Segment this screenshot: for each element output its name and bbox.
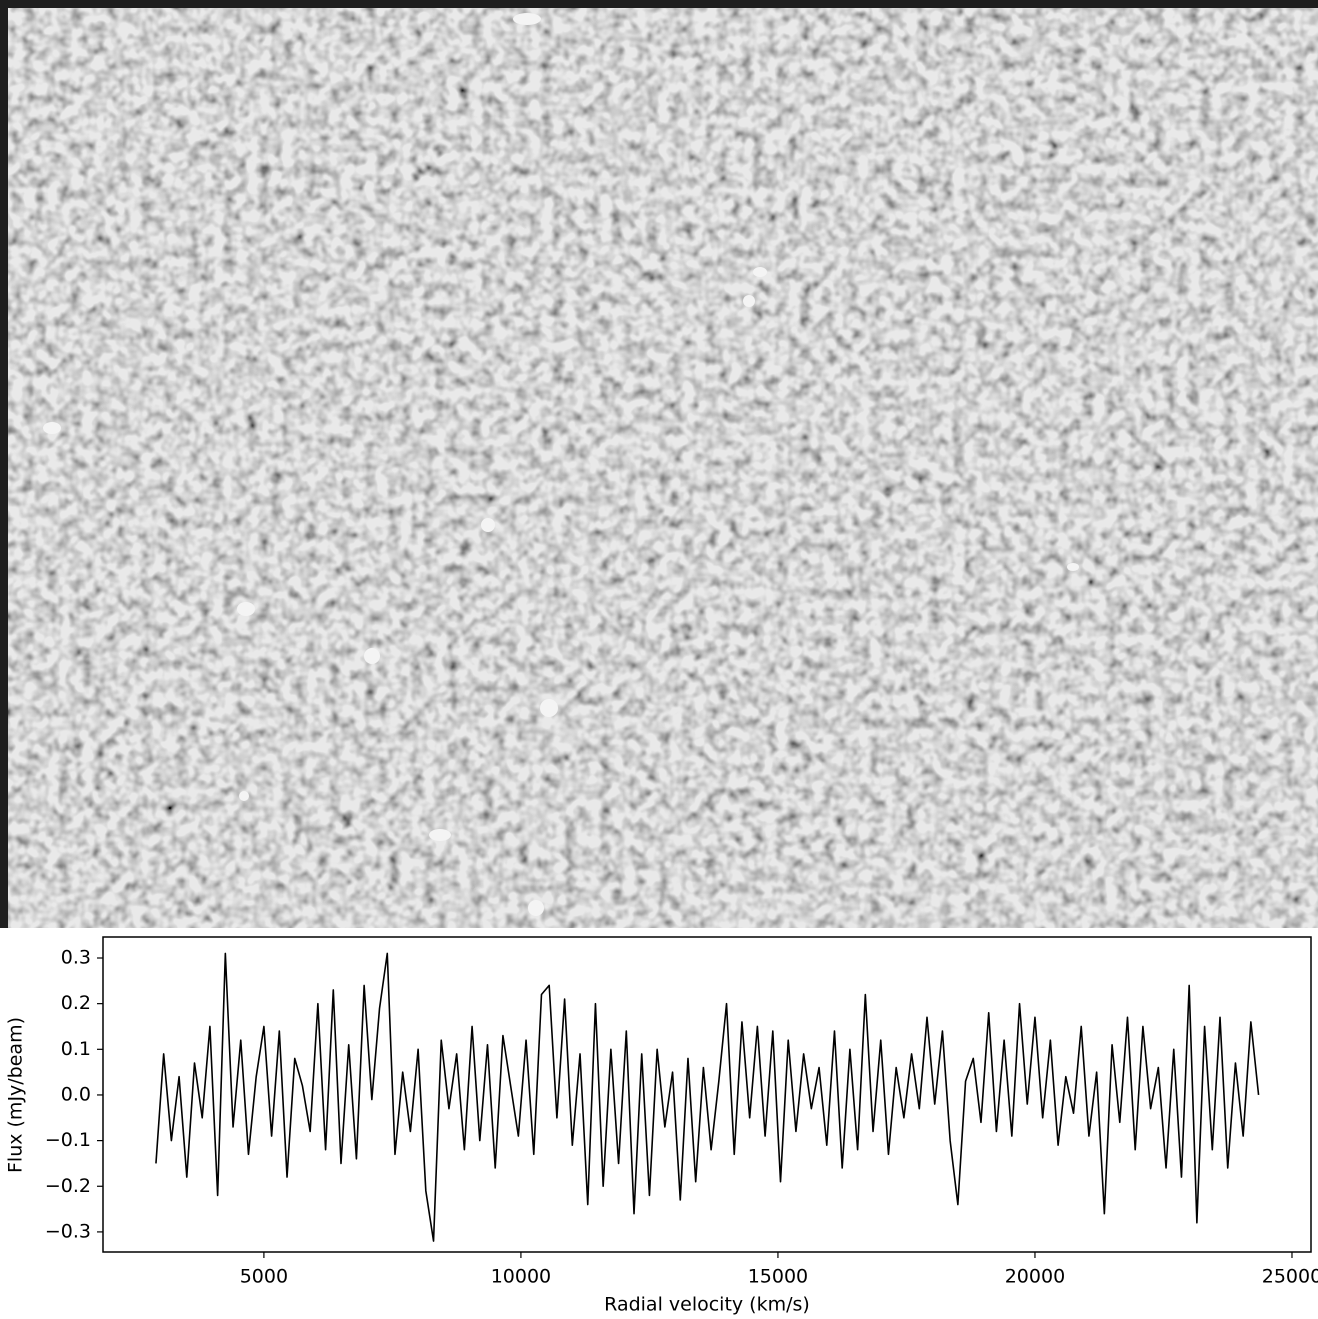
y-tick-label: −0.3 (45, 1220, 91, 1242)
y-tick-label: −0.2 (45, 1175, 91, 1197)
x-tick-label: 10000 (491, 1266, 551, 1288)
image-noise (8, 8, 1318, 928)
x-tick-label: 25000 (1262, 1266, 1318, 1288)
y-tick-label: 0.1 (61, 1038, 91, 1060)
x-tick-label: 15000 (748, 1266, 808, 1288)
y-tick-label: 0.0 (61, 1083, 91, 1105)
sources (43, 13, 1079, 916)
x-tick-label: 5000 (240, 1266, 288, 1288)
x-axis-label: Radial velocity (km/s) (604, 1294, 810, 1316)
y-tick-label: 0.2 (61, 992, 91, 1014)
spectrum-line (155, 952, 1260, 1242)
plot-background (0, 928, 1318, 1319)
y-tick-label: 0.3 (61, 947, 91, 969)
x-tick-label: 20000 (1005, 1266, 1065, 1288)
y-tick-label: −0.1 (45, 1129, 91, 1151)
y-axis-label: Flux (mJy/beam) (5, 1017, 27, 1173)
